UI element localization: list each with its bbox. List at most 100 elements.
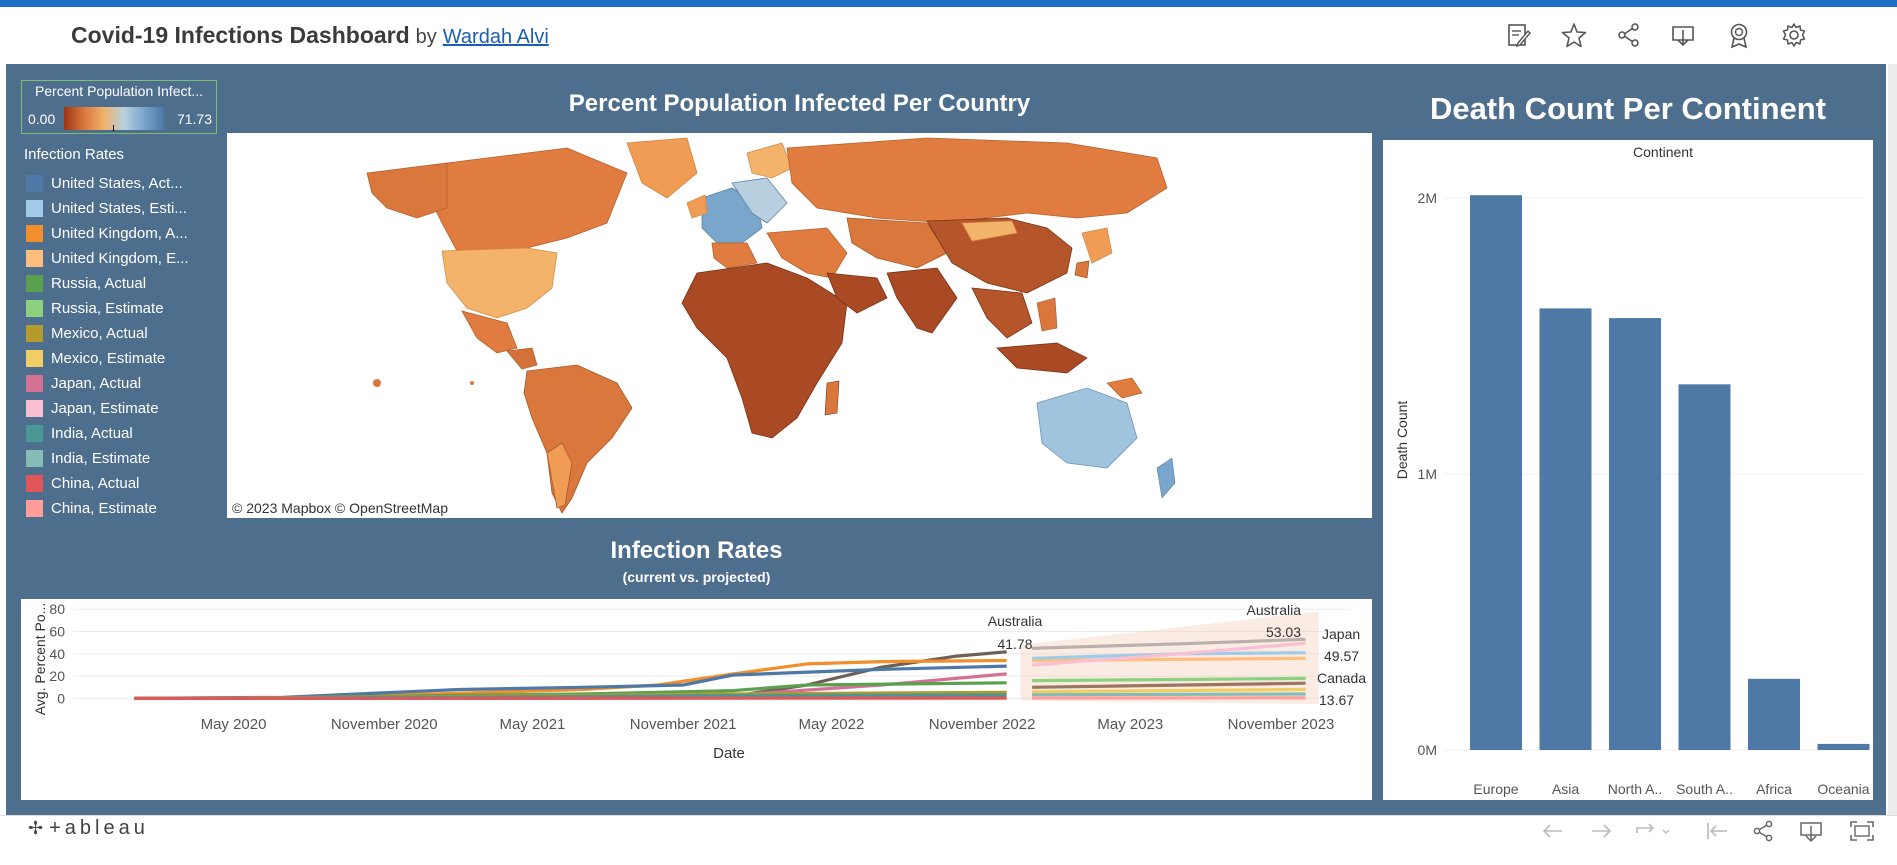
legend-item[interactable]: China, Estimate (26, 496, 221, 521)
y-tick-label: 60 (49, 624, 65, 640)
tableau-footer (0, 815, 1897, 865)
top-accent-bar (0, 0, 1897, 7)
series-line[interactable] (1032, 637, 1306, 650)
legend-label: Japan, Estimate (51, 400, 159, 417)
legend-label: Russia, Estimate (51, 300, 164, 317)
choropleth-map[interactable]: © 2023 Mapbox © OpenStreetMap (227, 133, 1372, 518)
series-line[interactable] (134, 664, 1007, 700)
bar-category-label: Africa (1756, 781, 1792, 797)
legend-label: Japan, Actual (51, 375, 142, 392)
series-line[interactable] (1031, 641, 1306, 667)
series-line[interactable] (1032, 681, 1306, 689)
download-icon[interactable] (1669, 21, 1697, 49)
bar-category-label: Oceania (1817, 781, 1869, 797)
legend-label: United Kingdom, A... (51, 225, 188, 242)
legend-swatch (26, 225, 43, 242)
bar-y-tick-label: 2M (1418, 190, 1437, 206)
y-tick-label: 20 (49, 668, 65, 684)
legend-label: India, Actual (51, 425, 133, 442)
line-chart[interactable]: 0 20 40 60 80 May 2020 November 2020 May 2021 No… (21, 599, 1372, 800)
legend-item[interactable]: United States, Esti... (26, 196, 221, 221)
redo-icon[interactable] (1586, 819, 1616, 843)
color-legend-min: 0.00 (28, 111, 56, 127)
legend-label: China, Actual (51, 475, 140, 492)
legend-item[interactable]: Russia, Estimate (26, 296, 221, 321)
legend-swatch (26, 275, 43, 292)
series-line[interactable] (1032, 687, 1306, 694)
undo-icon[interactable] (1538, 819, 1568, 843)
bar[interactable] (1748, 678, 1800, 750)
x-tick-label: May 2023 (1097, 716, 1163, 733)
legend-item[interactable]: China, Actual (26, 471, 221, 496)
legend-item[interactable]: Mexico, Estimate (26, 346, 221, 371)
by-label: by (415, 26, 437, 48)
annotation-value: 13.67 (1319, 692, 1354, 708)
legend-item[interactable]: India, Estimate (26, 446, 221, 471)
dashboard-title: Covid-19 Infections Dashboard (71, 22, 410, 48)
annotation-value: 49.57 (1324, 648, 1359, 664)
legend-item[interactable]: Japan, Estimate (26, 396, 221, 421)
color-legend[interactable]: Percent Population Infect... 0.00 71.73 (21, 80, 217, 134)
legend-label: India, Estimate (51, 450, 151, 467)
y-tick-label: 40 (49, 646, 65, 662)
legend-item[interactable]: Russia, Actual (26, 271, 221, 296)
legend-swatch (26, 350, 43, 367)
legend-swatch (26, 375, 43, 392)
y-tick-label: 0 (57, 690, 65, 706)
legend-item[interactable]: United States, Act... (26, 171, 221, 196)
legend-item[interactable]: India, Actual (26, 421, 221, 446)
bar-category-label: North A.. (1608, 781, 1662, 797)
legend-item[interactable]: United Kingdom, E... (26, 246, 221, 271)
series-line[interactable] (1032, 676, 1306, 683)
bar-category-label: Asia (1552, 781, 1579, 797)
bar[interactable] (1539, 308, 1592, 750)
legend-item[interactable]: Mexico, Actual (26, 321, 221, 346)
badge-icon[interactable] (1725, 21, 1753, 49)
legend-swatch (26, 450, 43, 467)
legend-swatch (26, 325, 43, 342)
legend-label: Russia, Actual (51, 275, 147, 292)
legend-label: China, Estimate (51, 500, 157, 517)
legend-label: United States, Esti... (51, 200, 187, 217)
annotation-label: Australia (1247, 602, 1302, 618)
bar-x-axis-title: Continent (1633, 144, 1693, 160)
author-link[interactable]: Wardah Alvi (442, 26, 549, 48)
annotation-value: 41.78 (997, 636, 1032, 652)
color-legend-title: Percent Population Infect... (34, 83, 204, 99)
annotation-label: Australia (988, 613, 1043, 629)
settings-gear-icon[interactable] (1780, 21, 1808, 49)
edit-icon[interactable] (1504, 21, 1532, 49)
tableau-logo-icon: ✢ (28, 818, 44, 838)
bar-chart-panel[interactable]: Continent Death Count 0M 1M 2M Europe Asia Nort… (1383, 140, 1873, 800)
bar-y-tick-label: 0M (1418, 742, 1437, 758)
bar[interactable] (1609, 318, 1661, 750)
annotation-label: Canada (1317, 670, 1366, 686)
bar-chart[interactable]: Continent Death Count 0M 1M 2M Europe Asia Nort… (1383, 140, 1873, 800)
favorite-star-icon[interactable] (1560, 21, 1588, 49)
share-icon[interactable] (1615, 21, 1643, 49)
tableau-brand-text: +ableau (49, 817, 149, 839)
line-chart-panel[interactable]: 0 20 40 60 80 May 2020 November 2020 May 2021 No… (21, 599, 1372, 800)
footer-download-icon[interactable] (1796, 819, 1826, 843)
x-tick-label: November 2023 (1228, 716, 1335, 733)
x-axis-title: Date (713, 745, 745, 762)
color-legend-max: 71.73 (176, 111, 212, 127)
replay-icon[interactable] (1633, 819, 1673, 843)
bar[interactable] (1817, 743, 1870, 750)
fullscreen-icon[interactable] (1847, 819, 1877, 843)
legend-item[interactable]: United Kingdom, A... (26, 221, 221, 246)
line-legend: United States, Act... United States, Esti… (26, 171, 221, 521)
revert-icon[interactable] (1702, 819, 1732, 843)
line-chart-title: Infection Rates (610, 537, 783, 564)
series-line[interactable] (1032, 692, 1306, 697)
bar[interactable] (1470, 195, 1522, 750)
legend-swatch (26, 500, 43, 517)
legend-swatch (26, 200, 43, 217)
bar[interactable] (1678, 384, 1731, 750)
right-scroll-gutter[interactable] (1888, 64, 1897, 815)
legend-item[interactable]: Japan, Actual (26, 371, 221, 396)
tableau-logo[interactable]: ✢ +ableau (28, 817, 149, 840)
legend-label: United States, Act... (51, 175, 183, 192)
footer-share-icon[interactable] (1748, 819, 1778, 843)
bar-y-axis-title: Death Count (1394, 401, 1410, 480)
